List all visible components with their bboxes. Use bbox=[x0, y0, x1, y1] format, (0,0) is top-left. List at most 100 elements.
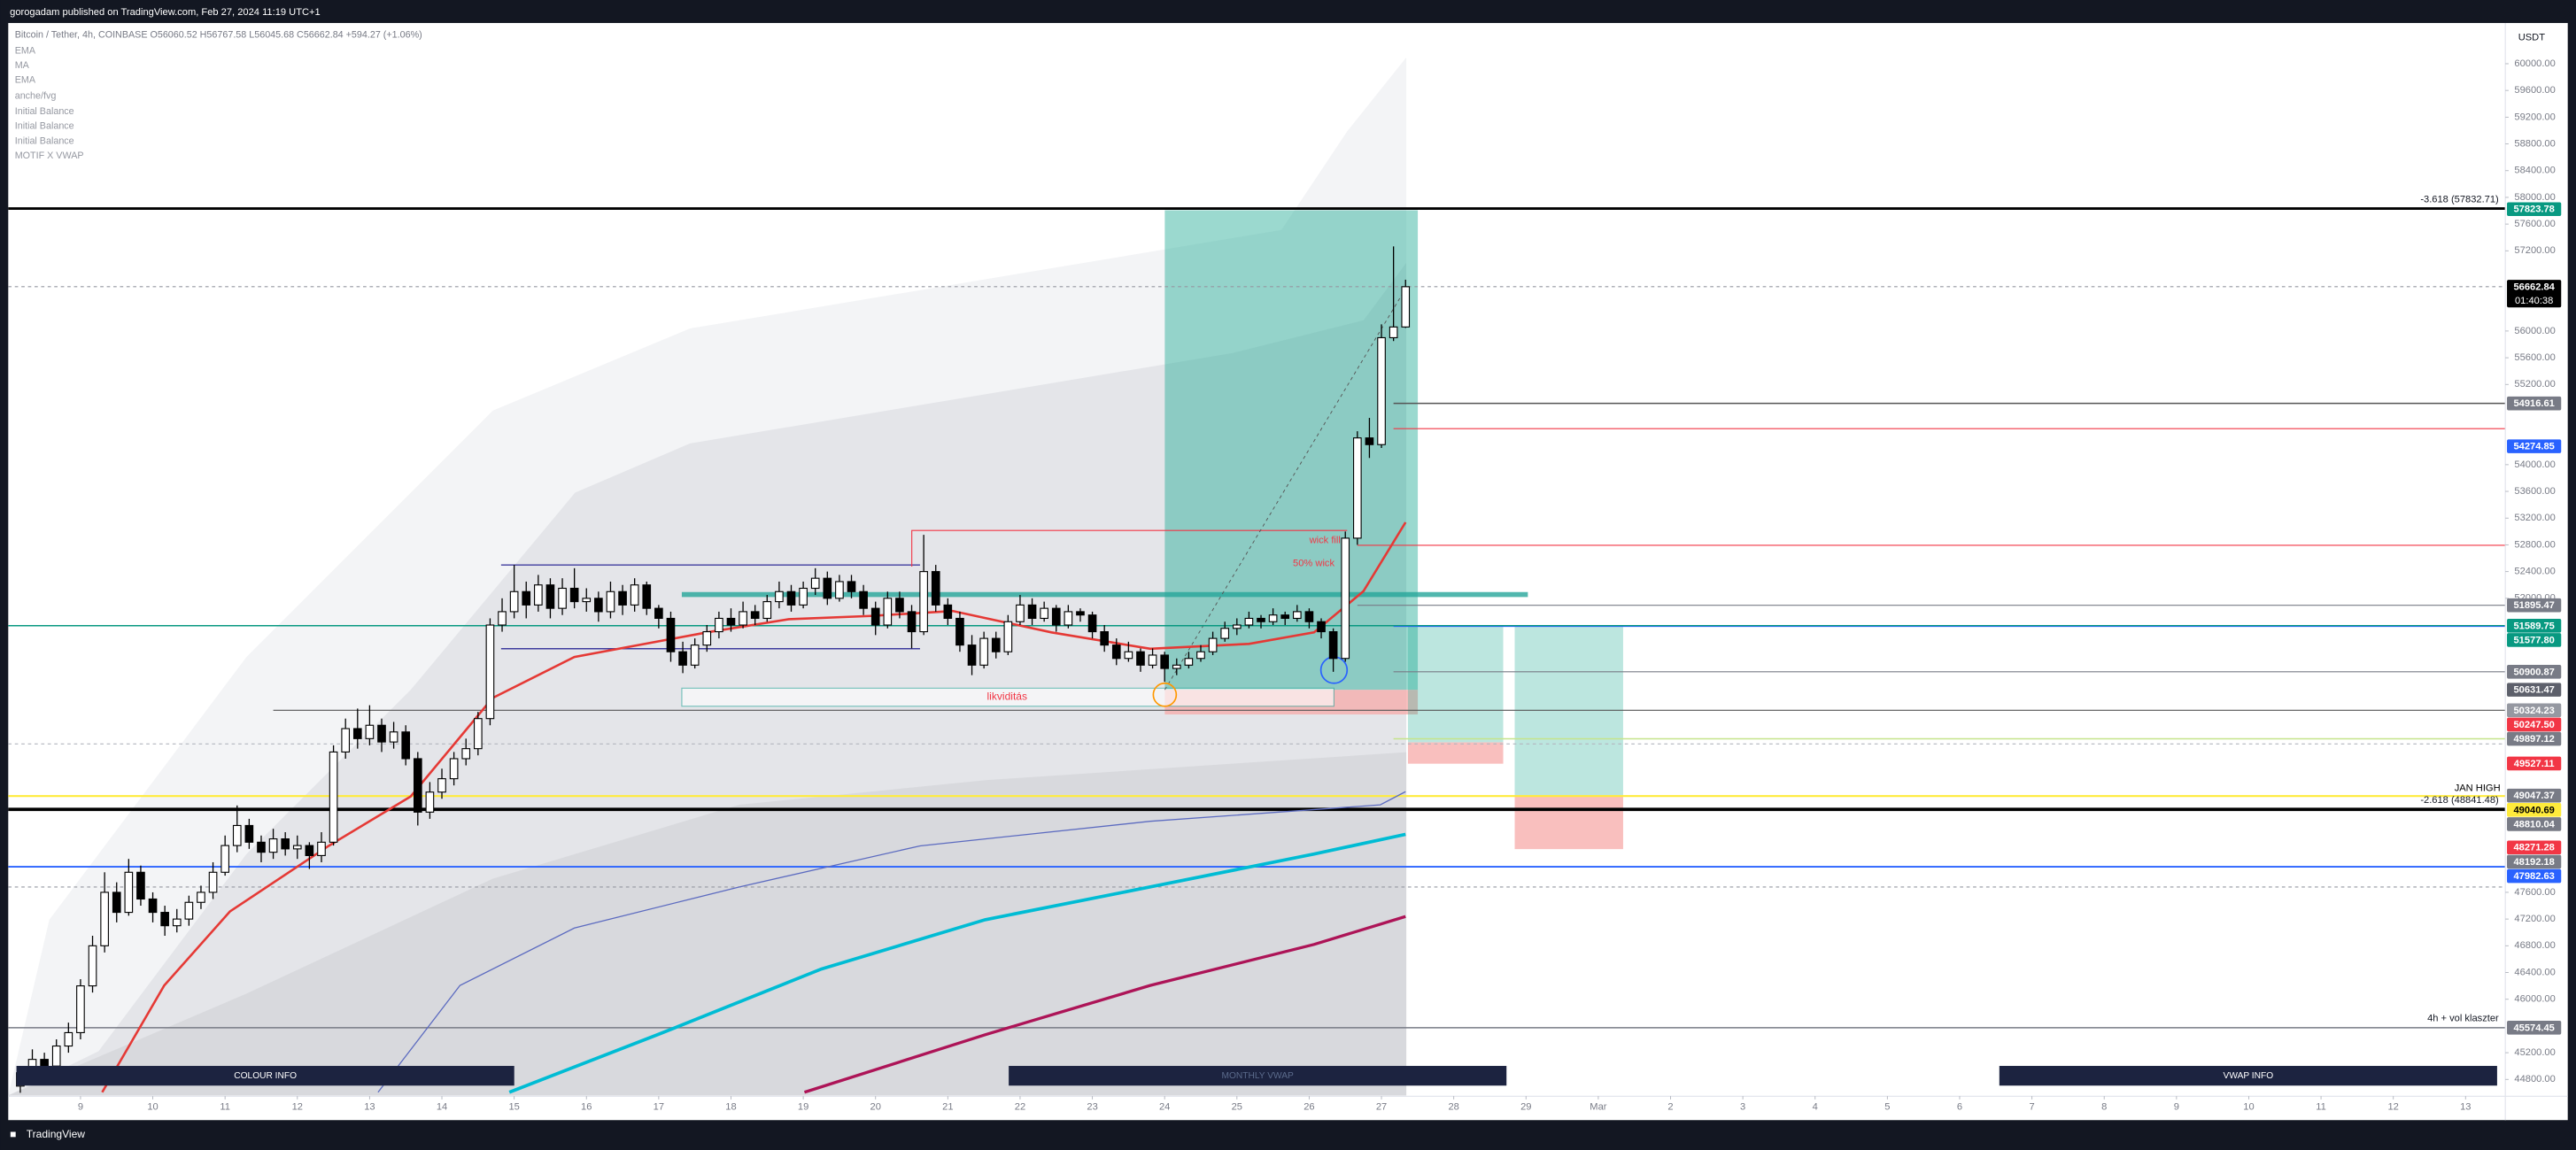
x-tick-label: 23 bbox=[1087, 1101, 1097, 1112]
y-tick-label: 46800.00 bbox=[2514, 940, 2555, 951]
price-tag bbox=[2507, 202, 2562, 217]
x-tick-label: 11 bbox=[2316, 1101, 2326, 1112]
y-tick-label: 60000.00 bbox=[2514, 58, 2555, 69]
candle-body bbox=[739, 611, 747, 626]
y-tick-label: 53200.00 bbox=[2514, 513, 2555, 523]
candle-body bbox=[1184, 658, 1194, 666]
candle-body bbox=[1051, 607, 1061, 626]
y-tick-label: 47200.00 bbox=[2514, 914, 2555, 924]
candle-body bbox=[509, 590, 519, 613]
candle-body bbox=[1124, 651, 1133, 660]
candle-body bbox=[317, 841, 326, 856]
candle-body bbox=[582, 598, 592, 603]
price-tag bbox=[2507, 868, 2562, 884]
candle-body bbox=[365, 724, 375, 739]
y-tick-label: 46000.00 bbox=[2514, 994, 2555, 1005]
price-tag bbox=[2507, 717, 2562, 732]
x-tick-label: 21 bbox=[942, 1101, 953, 1112]
candle-body bbox=[678, 651, 687, 666]
price-tag bbox=[2507, 817, 2562, 831]
candle-body bbox=[1304, 611, 1314, 622]
candle-body bbox=[437, 778, 446, 793]
candle-body bbox=[1196, 651, 1205, 660]
candle-body bbox=[1027, 604, 1037, 620]
price-tag-label: 50631.47 bbox=[2513, 685, 2554, 696]
x-tick-label: 7 bbox=[2030, 1101, 2035, 1112]
candle-body bbox=[449, 758, 459, 780]
price-tag-label: 49897.12 bbox=[2513, 734, 2554, 745]
button[interactable] bbox=[1999, 1066, 2497, 1086]
price-tag-label: 49047.37 bbox=[2513, 791, 2554, 801]
candle-body bbox=[389, 731, 398, 743]
x-tick-label: 11 bbox=[220, 1101, 230, 1112]
y-tick-label: 55200.00 bbox=[2514, 379, 2555, 390]
price-tag-label: 49527.11 bbox=[2514, 759, 2555, 769]
position-stop bbox=[1514, 796, 1623, 850]
price-tag bbox=[2507, 788, 2562, 803]
candle-body bbox=[799, 587, 808, 606]
candle-body bbox=[498, 611, 507, 626]
levels: -3.618 (57832.71) -2.618 (48841.48) 4h + v… bbox=[8, 194, 2506, 1029]
candle-body bbox=[184, 901, 194, 920]
candles bbox=[16, 246, 1411, 1093]
indicator-line bbox=[377, 791, 1406, 1093]
price-tag bbox=[2507, 618, 2562, 633]
candle-body bbox=[558, 587, 567, 609]
candle-body bbox=[630, 584, 639, 606]
x-tick-label: 10 bbox=[2243, 1101, 2254, 1112]
y-tick-label: 46400.00 bbox=[2514, 967, 2555, 977]
candle-body bbox=[281, 837, 290, 850]
candle-body bbox=[594, 598, 603, 613]
candle-body bbox=[148, 898, 158, 914]
price-tag-label: 49040.69 bbox=[2513, 805, 2554, 815]
x-tick-label: 18 bbox=[725, 1101, 736, 1112]
candle-body bbox=[51, 1045, 61, 1067]
y-tick-label: 56000.00 bbox=[2514, 326, 2555, 336]
candle-body bbox=[1100, 631, 1109, 646]
candle-body bbox=[931, 571, 940, 606]
candle-body bbox=[401, 731, 411, 760]
price-labels: 57823.78 56662.84 01:40:38 54916.61 54274.85… bbox=[2507, 202, 2562, 1035]
x-tick-label: 9 bbox=[78, 1101, 83, 1112]
candle-body bbox=[341, 728, 351, 753]
button[interactable] bbox=[1009, 1066, 1507, 1086]
x-tick-label: 25 bbox=[1232, 1101, 1242, 1112]
candle-body bbox=[750, 611, 760, 620]
candle-body bbox=[967, 644, 977, 666]
marker-circle bbox=[1152, 682, 1178, 707]
price-tag bbox=[2507, 854, 2562, 869]
button-label[interactable]: COLOUR INFO bbox=[234, 1071, 297, 1081]
legend-item: Initial Balance bbox=[15, 106, 74, 117]
legend: Bitcoin / Tether, 4h, COINBASE O56060.52… bbox=[15, 30, 422, 161]
candle-body bbox=[642, 584, 652, 609]
level-label: -2.618 (48841.48) bbox=[2420, 795, 2499, 806]
button-label[interactable]: VWAP INFO bbox=[2224, 1071, 2274, 1081]
x-tick-label: 5 bbox=[1884, 1101, 1890, 1112]
candle-body bbox=[786, 590, 796, 606]
candle-body bbox=[244, 824, 254, 843]
x-tick-label: 29 bbox=[1520, 1101, 1531, 1112]
button-label[interactable]: MONTHLY VWAP bbox=[1222, 1071, 1295, 1081]
price-tag-label: 48810.04 bbox=[2513, 819, 2555, 830]
annotation: wick fill bbox=[1309, 535, 1341, 545]
level-label: -3.618 (57832.71) bbox=[2420, 194, 2499, 205]
y-tick-label: 44800.00 bbox=[2514, 1074, 2555, 1084]
candle-body bbox=[305, 845, 314, 856]
candle-body bbox=[329, 751, 338, 843]
button[interactable] bbox=[16, 1066, 514, 1086]
candle-body bbox=[1208, 637, 1218, 652]
candle-body bbox=[1341, 537, 1350, 660]
price-tag bbox=[2507, 840, 2562, 855]
candle-body bbox=[1160, 654, 1170, 669]
position-target bbox=[1407, 625, 1504, 743]
candle-body bbox=[715, 617, 723, 633]
price-tag bbox=[2507, 280, 2562, 308]
candle-body bbox=[257, 841, 266, 853]
price-tag-label: 50324.23 bbox=[2513, 706, 2554, 716]
candle-body bbox=[1148, 654, 1157, 666]
x-tick-label: 9 bbox=[2174, 1101, 2179, 1112]
candle-body bbox=[1040, 607, 1048, 620]
candle-body bbox=[413, 758, 422, 813]
candle-body bbox=[919, 571, 928, 633]
annotations: likviditás wick fill 50% wick JAN HIGH bbox=[986, 535, 2500, 793]
